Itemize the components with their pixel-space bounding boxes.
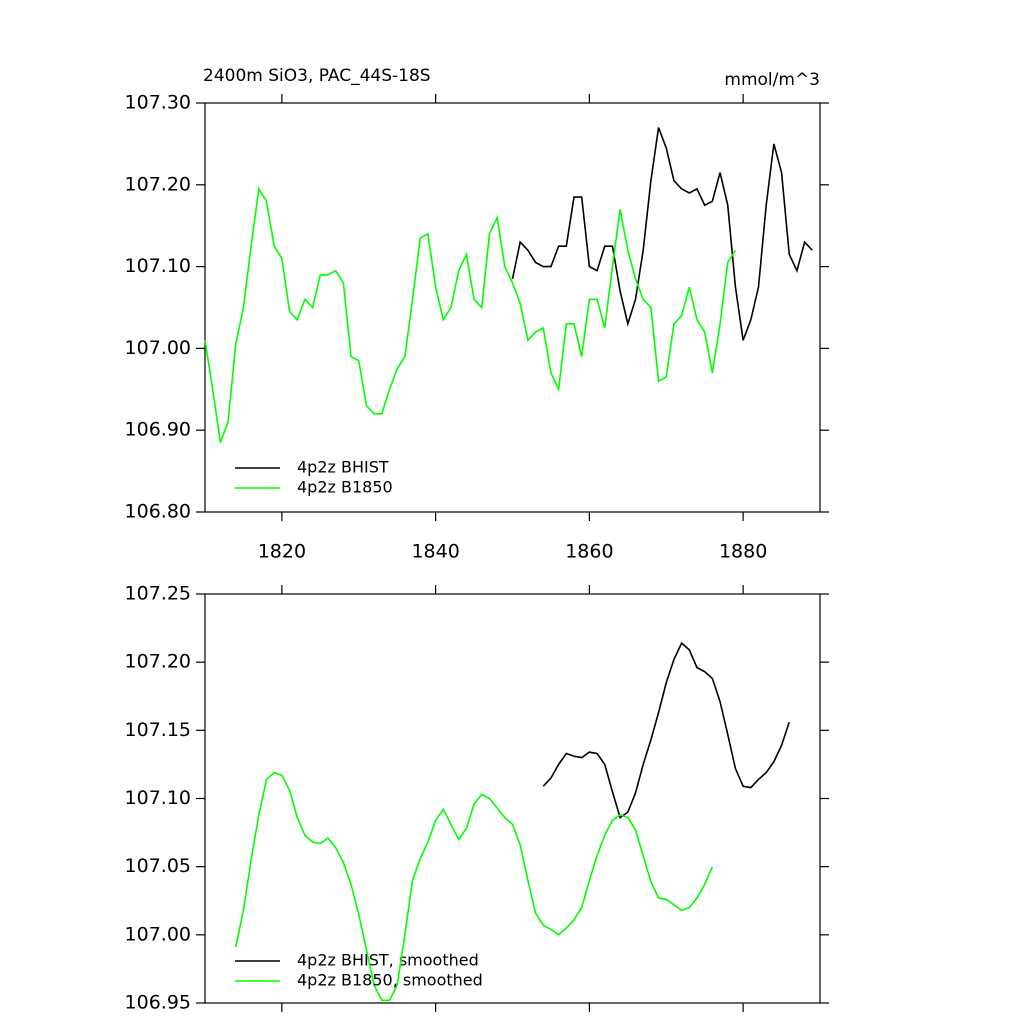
y-tick-label: 107.20 bbox=[125, 651, 191, 673]
legend-label: 4p2z B1850 bbox=[297, 478, 393, 497]
series-line bbox=[204, 186, 737, 443]
series-line bbox=[511, 127, 813, 341]
y-tick-label: 106.95 bbox=[125, 992, 191, 1014]
y-tick-label: 107.05 bbox=[125, 855, 191, 877]
x-tick-label: 1840 bbox=[411, 541, 459, 563]
units-label: mmol/m^3 bbox=[724, 70, 820, 90]
plot-frame bbox=[204, 593, 821, 1004]
series-line bbox=[234, 771, 714, 1002]
y-tick-label: 107.25 bbox=[125, 583, 191, 605]
y-tick-label: 107.15 bbox=[125, 719, 191, 741]
x-tick-label: 1860 bbox=[565, 541, 613, 563]
y-tick-label: 107.10 bbox=[125, 787, 191, 809]
legend-label: 4p2z B1850, smoothed bbox=[297, 971, 483, 990]
x-tick-label: 1820 bbox=[258, 541, 306, 563]
series-line bbox=[542, 641, 791, 819]
y-tick-label: 107.30 bbox=[125, 92, 191, 114]
plot-frame bbox=[204, 102, 821, 513]
y-tick-label: 107.00 bbox=[125, 923, 191, 945]
legend-label: 4p2z BHIST bbox=[297, 458, 389, 477]
chart-title: 2400m SiO3, PAC_44S-18S bbox=[203, 66, 431, 86]
y-tick-label: 107.00 bbox=[125, 337, 191, 359]
y-tick-label: 107.10 bbox=[125, 255, 191, 277]
y-tick-label: 107.20 bbox=[125, 173, 191, 195]
legend-label: 4p2z BHIST, smoothed bbox=[297, 951, 479, 970]
x-tick-label: 1880 bbox=[719, 541, 767, 563]
y-tick-label: 106.80 bbox=[125, 501, 191, 523]
y-tick-label: 106.90 bbox=[125, 419, 191, 441]
